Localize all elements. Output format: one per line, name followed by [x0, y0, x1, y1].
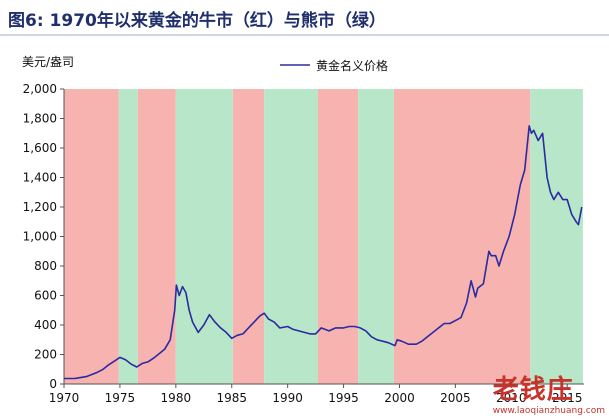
figure-title: 图6: 1970年以来黄金的牛市（红）与熊市（绿） [8, 11, 386, 31]
bull-market-region-0 [64, 89, 119, 384]
bear-market-region-5 [264, 89, 318, 384]
bear-market-region-9 [530, 89, 583, 384]
bull-market-region-2 [137, 89, 176, 384]
x-tick-label: 2005 [440, 391, 471, 405]
legend-label: 黄金名义价格 [316, 58, 388, 73]
title-bar: 图6: 1970年以来黄金的牛市（红）与熊市（绿） [0, 0, 609, 36]
series-line-0 [63, 125, 583, 380]
y-tick-label: 1,800 [23, 112, 57, 126]
y-tick-label: 2,000 [23, 82, 57, 96]
watermark-name: 老钱庄 [492, 375, 574, 405]
y-tick-label: 200 [34, 348, 57, 362]
x-tick-label: 1990 [272, 391, 303, 405]
bear-market-region-7 [358, 89, 394, 384]
y-tick-label: 1,400 [23, 171, 57, 185]
chart-axes: 0 200 400 600 800 1,000 1,200 1,400 1,600 1,800 2,… [23, 82, 584, 405]
y-tick-label: 800 [34, 259, 57, 273]
y-tick-label: 1,000 [23, 230, 57, 244]
bull-market-region-6 [317, 89, 359, 384]
y-axis-unit-label: 美元/盎司 [22, 55, 74, 69]
y-tick-label: 1,200 [23, 200, 57, 214]
title-divider [0, 34, 609, 36]
bear-market-region-3 [175, 89, 233, 384]
bull-market-region-4 [232, 89, 265, 384]
x-tick-label: 1985 [216, 391, 247, 405]
y-tick-label: 600 [34, 289, 57, 303]
x-tick-label: 1980 [161, 391, 192, 405]
chart-series [63, 125, 583, 380]
watermark-logo: 老钱庄 www.laoqianzhuang.com [493, 369, 605, 416]
watermark-url: www.laoqianzhuang.com [492, 406, 605, 416]
x-tick-label: 2015 [552, 391, 583, 405]
bear-market-region-1 [118, 89, 138, 384]
x-tick-label: 1970 [49, 391, 80, 405]
market-regions [64, 89, 583, 384]
y-tick-label: 400 [34, 318, 57, 332]
x-tick-label: 1975 [105, 391, 136, 405]
y-tick-label: 1,600 [23, 141, 57, 155]
x-tick-label: 1995 [328, 391, 359, 405]
chart-legend: 黄金名义价格 [280, 58, 388, 73]
x-tick-label: 2000 [384, 391, 415, 405]
bull-market-region-8 [393, 89, 531, 384]
x-tick-label: 2010 [496, 391, 527, 405]
y-tick-label: 0 [49, 377, 57, 391]
